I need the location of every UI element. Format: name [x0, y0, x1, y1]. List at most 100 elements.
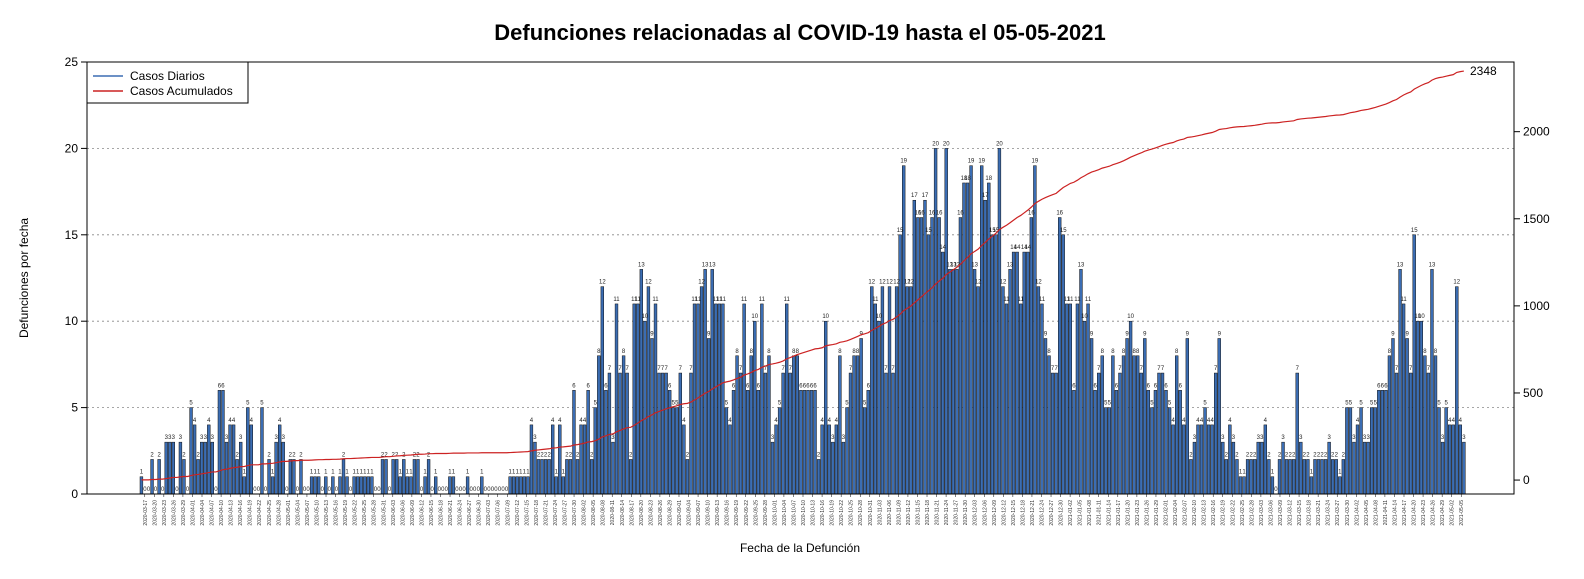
bar-value-label: 4	[228, 418, 232, 424]
bar	[1433, 355, 1438, 495]
bar	[582, 424, 587, 495]
x-axis-date-labels: 2020-03-17 2020-03-20 2020-03-23 2020-03-26…	[143, 494, 1465, 526]
bar-value-label: 1	[317, 470, 321, 476]
y-tick-label: 10	[65, 314, 79, 328]
bar-value-label: 1	[345, 470, 349, 476]
bar	[1160, 372, 1165, 495]
bar-value-label: 0	[186, 487, 190, 493]
bar	[629, 459, 633, 495]
x-tick-label: 2020-06-12	[419, 500, 425, 526]
bar	[1341, 459, 1346, 495]
bar-value-label: 6	[813, 383, 817, 389]
bar	[1004, 303, 1009, 495]
bar	[1139, 372, 1143, 495]
bar-value-label: 2	[540, 452, 544, 458]
x-tick-label: 2020-09-07	[696, 500, 702, 526]
bar-value-label: 7	[781, 366, 785, 372]
bar	[799, 390, 803, 495]
x-tick-label: 2020-04-10	[219, 500, 225, 526]
bar	[884, 372, 888, 495]
x-tick-label: 2020-07-27	[563, 500, 569, 526]
bar	[902, 165, 906, 495]
bar-value-label: 2	[569, 452, 573, 458]
bar	[600, 286, 604, 495]
bar-value-label: 3	[1352, 435, 1356, 441]
x-tick-label: 2020-05-13	[324, 500, 330, 526]
bar-value-label: 1	[1271, 470, 1275, 476]
bar	[558, 424, 562, 495]
bar-value-label: 11	[1085, 297, 1092, 303]
bar	[1419, 320, 1424, 495]
bar-value-label: 1	[409, 470, 413, 476]
bar-value-label: 17	[911, 193, 918, 199]
bar-value-label: 8	[856, 349, 860, 355]
bar-value-label: 13	[971, 262, 978, 268]
bar-value-label: 8	[1122, 349, 1126, 355]
bar-value-label: 9	[1125, 331, 1129, 337]
bar	[1058, 217, 1062, 495]
bar-value-label: 12	[1035, 280, 1042, 286]
bar	[366, 476, 371, 495]
bar-value-label: 4	[530, 418, 534, 424]
x-tick-label: 2020-09-10	[706, 500, 712, 526]
x-tick-label: 2020-05-22	[353, 500, 359, 526]
bar-value-label: 13	[702, 262, 709, 268]
bar-value-label: 1	[448, 470, 452, 476]
x-tick-label: 2021-03-24	[1326, 500, 1332, 526]
bar-value-label: 5	[863, 401, 867, 407]
bar-value-label: 8	[852, 349, 856, 355]
bar	[1231, 441, 1236, 495]
x-tick-label: 2020-07-21	[543, 500, 549, 526]
bar	[1121, 355, 1126, 495]
bar	[231, 424, 236, 495]
bar	[405, 476, 410, 495]
bar-value-label: 0	[477, 487, 481, 493]
bar-value-label: 2	[196, 452, 200, 458]
x-tick-label: 2021-04-23	[1421, 500, 1427, 526]
bar-value-label: 1	[324, 470, 328, 476]
bar-value-label: 2	[1292, 452, 1296, 458]
bar-value-label: 8	[1101, 349, 1105, 355]
bar-value-label: 12	[1453, 280, 1460, 286]
cumulative-final-label: 2348	[1470, 64, 1497, 78]
x-tick-label: 2020-12-24	[1039, 500, 1045, 526]
bar	[1171, 424, 1175, 495]
bar-value-label: 3	[1441, 435, 1445, 441]
x-tick-label: 2020-04-25	[267, 500, 273, 526]
bar	[699, 286, 704, 495]
bar	[980, 165, 984, 495]
bar-value-label: 6	[1147, 383, 1151, 389]
bar	[1050, 372, 1055, 495]
bar-value-label: 20	[996, 141, 1003, 147]
x-tick-label: 2020-08-26	[658, 500, 664, 526]
bar	[887, 286, 892, 495]
bar-value-label: 2	[150, 452, 154, 458]
bar	[1185, 338, 1190, 495]
bar-value-label: 3	[225, 435, 229, 441]
bar-value-label: 7	[679, 366, 683, 372]
bar-value-label: 11	[872, 297, 879, 303]
x-tick-label: 2021-03-21	[1316, 500, 1322, 526]
bar-value-label: 9	[1143, 331, 1147, 337]
bar	[969, 165, 973, 495]
legend-label-daily: Casos Diarios	[130, 69, 205, 83]
bar	[770, 441, 775, 495]
x-tick-label: 2020-07-15	[524, 500, 530, 526]
bar-value-label: 2	[1253, 452, 1257, 458]
bar-value-label: 3	[1232, 435, 1236, 441]
bar	[653, 303, 658, 495]
y-tick-label: 25	[65, 55, 79, 69]
bar-value-label: 10	[1418, 314, 1425, 320]
bar	[1224, 459, 1229, 495]
bar	[1416, 320, 1420, 495]
bar	[352, 476, 356, 495]
x-tick-label: 2020-03-26	[171, 500, 177, 526]
bar-value-label: 2	[565, 452, 569, 458]
bar	[1107, 407, 1112, 495]
x-tick-label: 2020-05-25	[362, 500, 368, 526]
bar-value-label: 0	[445, 487, 449, 493]
bar-value-label: 2	[1342, 452, 1346, 458]
bar-value-label: 1	[140, 470, 144, 476]
bar-value-label: 6	[1384, 383, 1388, 389]
